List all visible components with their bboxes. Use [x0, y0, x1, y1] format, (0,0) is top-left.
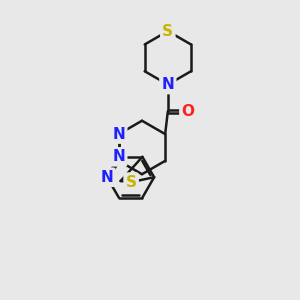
Text: N: N — [161, 77, 174, 92]
Text: N: N — [101, 170, 113, 185]
Text: N: N — [112, 149, 125, 164]
Text: S: S — [126, 175, 136, 190]
Text: S: S — [162, 24, 173, 39]
Text: N: N — [112, 127, 125, 142]
Text: O: O — [182, 104, 194, 119]
